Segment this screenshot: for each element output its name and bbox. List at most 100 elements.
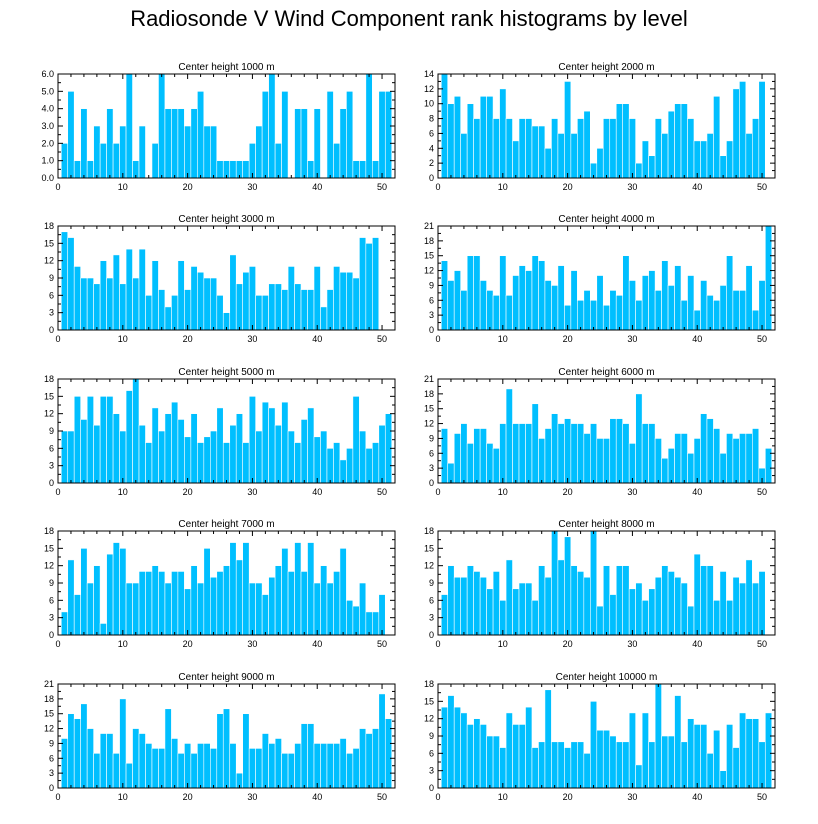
x-tick-label: 50 (377, 639, 387, 649)
panel-title: Center height 7000 m (178, 519, 274, 530)
histogram-bar (80, 108, 88, 179)
histogram-bar (203, 548, 211, 636)
histogram-bar (352, 605, 360, 636)
x-tick-label: 10 (118, 792, 128, 802)
histogram-bar (518, 582, 526, 636)
histogram-bar (359, 160, 367, 179)
histogram-bar (719, 452, 727, 484)
histogram-bar (125, 582, 133, 636)
y-tick-label: 2 (429, 158, 434, 168)
histogram-bar (466, 724, 474, 789)
y-tick-label: 14 (424, 69, 434, 79)
x-tick-label: 30 (627, 639, 637, 649)
histogram-bar (557, 133, 565, 179)
histogram-bar (531, 125, 539, 179)
histogram-bar (112, 413, 120, 484)
histogram-bar (197, 582, 205, 636)
histogram-bar (268, 407, 276, 484)
histogram-bar (674, 433, 682, 484)
y-tick-label: 3 (49, 308, 54, 318)
histogram-bar (615, 103, 623, 179)
histogram-bar (294, 283, 302, 331)
histogram-bar (261, 295, 269, 331)
histogram-bar (197, 271, 205, 331)
histogram-bar (596, 438, 604, 484)
x-tick-label: 50 (377, 487, 387, 497)
histogram-bar (505, 295, 513, 331)
histogram-bar (635, 393, 643, 484)
histogram-bar (706, 753, 714, 789)
x-tick-label: 50 (377, 334, 387, 344)
histogram-bar (86, 582, 94, 636)
chart-panel: Center height 4000 m 0 10 20 30 40 50 0 3 6 9 12 15 1… (424, 214, 776, 344)
histogram-bar (648, 588, 656, 636)
x-tick-label: 40 (312, 487, 322, 497)
histogram-bar (479, 428, 487, 484)
histogram-bar (294, 542, 302, 636)
y-tick-label: 6 (429, 295, 434, 305)
y-tick-label: 21 (424, 221, 434, 231)
histogram-bar (132, 582, 140, 636)
histogram-bar (248, 143, 256, 179)
histogram-bar (268, 576, 276, 636)
histogram-bar (505, 712, 513, 789)
histogram-bar (73, 718, 81, 789)
histogram-bar (713, 299, 721, 331)
histogram-bar (453, 576, 461, 636)
histogram-bar (99, 143, 107, 179)
y-tick-label: 9 (429, 433, 434, 443)
x-tick-label: 10 (498, 334, 508, 344)
histogram-bar (313, 436, 321, 484)
histogram-bar (525, 423, 533, 484)
histogram-bar (119, 548, 127, 636)
histogram-bar (551, 530, 559, 636)
histogram-bar (300, 289, 308, 331)
histogram-bar (486, 95, 494, 179)
histogram-bar (752, 582, 760, 636)
histogram-bar (80, 277, 88, 331)
histogram-bar (60, 738, 69, 789)
histogram-bar (346, 448, 354, 484)
y-tick-label: 0 (429, 325, 434, 335)
histogram-bar (229, 254, 237, 331)
y-tick-label: 9 (429, 731, 434, 741)
histogram-bar (73, 266, 81, 331)
histogram-bar (320, 565, 328, 636)
histogram-bar (274, 738, 282, 789)
histogram-bar (602, 565, 611, 636)
histogram-bar (602, 729, 611, 789)
histogram-bar (99, 623, 107, 636)
histogram-bar (577, 423, 585, 484)
histogram-bar (339, 548, 347, 636)
y-tick-label: 9 (49, 738, 54, 748)
y-tick-label: 12 (424, 266, 434, 276)
histogram-bar (151, 143, 159, 179)
histogram-bar (499, 600, 507, 636)
histogram-bar (654, 576, 662, 636)
histogram-bar (151, 748, 159, 789)
y-tick-label: 9 (49, 273, 54, 283)
histogram-bar (538, 260, 546, 331)
histogram-bar (596, 275, 604, 331)
histogram-bar (680, 299, 688, 331)
y-tick-label: 6 (49, 595, 54, 605)
histogram-bar (339, 271, 347, 331)
histogram-bar (320, 743, 328, 789)
histogram-bar (453, 433, 461, 484)
histogram-bar (570, 423, 578, 484)
histogram-bar (577, 299, 585, 331)
histogram-bar (320, 306, 328, 331)
histogram-bar (216, 571, 224, 636)
x-tick-label: 20 (183, 639, 193, 649)
histogram-bar (171, 738, 179, 789)
histogram-bar (307, 160, 315, 179)
y-tick-label: 15 (44, 543, 54, 553)
histogram-bar (125, 390, 133, 484)
histogram-bar (648, 423, 656, 484)
histogram-bar (158, 289, 166, 331)
histogram-bar (158, 73, 166, 179)
histogram-bar (261, 733, 269, 789)
histogram-bar (203, 743, 211, 789)
histogram-bar (190, 565, 198, 636)
y-tick-label: 0 (429, 173, 434, 183)
